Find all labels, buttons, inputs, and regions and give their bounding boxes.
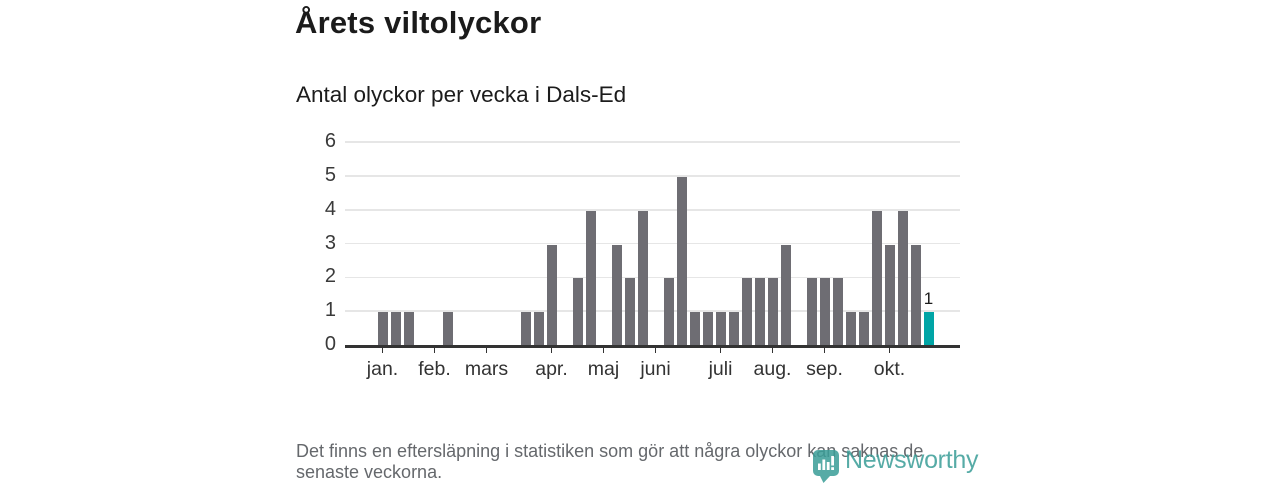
x-axis-tick xyxy=(771,348,774,353)
x-axis-tick xyxy=(550,348,553,353)
x-axis-month-label: maj xyxy=(587,358,620,380)
bar xyxy=(780,244,791,345)
x-axis-tick xyxy=(381,348,384,353)
newsworthy-logo: Newsworthy xyxy=(813,446,978,483)
bar xyxy=(676,177,687,345)
bar xyxy=(715,312,726,345)
bar xyxy=(533,312,544,345)
x-axis-tick xyxy=(654,348,657,353)
x-axis-line xyxy=(345,345,960,348)
bar xyxy=(637,210,648,345)
bar xyxy=(741,278,752,345)
bar xyxy=(819,278,830,345)
bar xyxy=(520,312,531,345)
x-axis-month-label: feb. xyxy=(418,358,451,380)
x-axis-tick xyxy=(433,348,436,353)
bar xyxy=(624,278,635,345)
newsworthy-wordmark: Newsworthy xyxy=(845,446,979,474)
bar xyxy=(442,312,453,345)
bar xyxy=(689,312,700,345)
bar xyxy=(910,244,921,345)
bar xyxy=(403,312,414,345)
bar xyxy=(754,278,765,345)
y-axis-tick-label: 2 xyxy=(324,265,336,288)
y-axis-tick-label: 3 xyxy=(324,231,336,254)
x-axis-tick xyxy=(823,348,826,353)
highlight-value-label: 1 xyxy=(923,289,934,309)
gridline xyxy=(345,310,960,312)
x-axis-month-label: okt. xyxy=(873,358,906,380)
footer-note: Det finns en eftersläpning i statistiken… xyxy=(296,441,924,482)
bar xyxy=(390,312,401,345)
x-axis-month-label: apr. xyxy=(535,358,568,380)
y-axis-tick-label: 5 xyxy=(324,164,336,186)
bar xyxy=(663,278,674,345)
gridline xyxy=(345,242,960,245)
chart-subtitle: Antal olyckor per vecka i Dals-Ed xyxy=(296,82,627,107)
bar xyxy=(546,244,557,345)
x-axis-tick xyxy=(719,348,722,353)
bar xyxy=(767,278,778,345)
x-axis-month-label: aug. xyxy=(753,358,792,380)
x-axis-tick xyxy=(888,348,891,353)
gridline xyxy=(345,175,960,177)
newsworthy-icon xyxy=(813,450,839,483)
bar xyxy=(572,278,583,345)
x-axis-month-label: sep. xyxy=(806,358,843,380)
y-axis-tick-label: 0 xyxy=(324,333,336,355)
bar xyxy=(611,244,622,345)
bar xyxy=(702,312,713,345)
chart-title: Årets viltolyckor xyxy=(295,5,542,40)
x-axis-month-label: mars xyxy=(464,358,509,380)
bar xyxy=(585,210,596,345)
bar xyxy=(871,210,882,345)
bar xyxy=(897,210,908,345)
gridline xyxy=(345,276,960,279)
highlight-bar xyxy=(923,312,934,345)
bar xyxy=(884,244,895,345)
y-axis-tick-label: 4 xyxy=(324,197,336,220)
y-axis-tick-label: 1 xyxy=(324,299,336,322)
x-axis-month-label: juli xyxy=(708,358,733,380)
bar xyxy=(728,312,739,345)
bar xyxy=(832,278,843,345)
bar xyxy=(806,278,817,345)
gridline xyxy=(345,141,960,143)
x-axis-tick xyxy=(485,348,488,353)
gridline xyxy=(345,209,960,211)
y-axis-tick-label: 6 xyxy=(324,130,336,153)
x-axis-month-label: juni xyxy=(640,358,671,380)
x-axis-month-label: jan. xyxy=(366,358,399,380)
bar xyxy=(845,312,856,345)
bar xyxy=(858,312,869,345)
bar xyxy=(377,312,388,345)
x-axis-tick xyxy=(602,348,605,353)
